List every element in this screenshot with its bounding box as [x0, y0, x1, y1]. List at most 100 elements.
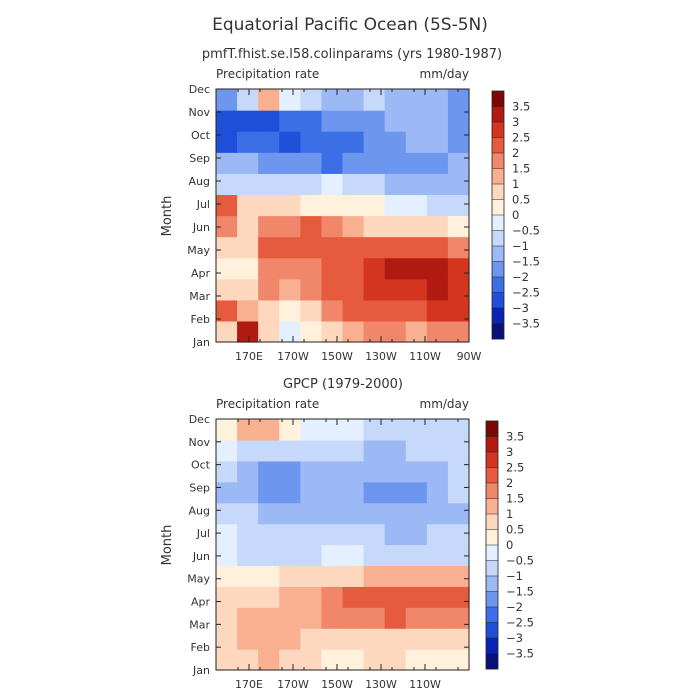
- heatmap-cell: [384, 460, 407, 483]
- heatmap-cell: [258, 299, 280, 322]
- heatmap-cell: [342, 481, 365, 504]
- colorbar-label: 2: [512, 146, 519, 160]
- x-tick-label: 170W: [277, 350, 309, 363]
- y-tick-label: May: [187, 573, 210, 586]
- heatmap-cell: [321, 215, 344, 238]
- heatmap-cell: [426, 194, 449, 217]
- plot-frame: [215, 88, 470, 343]
- heatmap-cell: [300, 278, 323, 301]
- heatmap-cell: [300, 320, 323, 343]
- figure-title: Equatorial Pacific Ocean (5S-5N): [212, 15, 488, 35]
- heatmap-cell: [384, 523, 407, 546]
- y-tick-label: Nov: [189, 106, 211, 119]
- heatmap-cell: [405, 628, 428, 650]
- colorbar-swatch: [492, 277, 504, 293]
- colorbar-swatch: [492, 323, 504, 340]
- heatmap-cell: [279, 278, 301, 301]
- heatmap-cell: [258, 320, 280, 343]
- heatmap-cell: [447, 131, 470, 153]
- heatmap-cell: [426, 502, 449, 525]
- x-tick-label: 130W: [365, 678, 397, 691]
- heatmap-cell: [216, 649, 238, 671]
- y-tick-label: Nov: [189, 436, 211, 449]
- heatmap-cell: [216, 278, 238, 301]
- heatmap-cell: [405, 110, 428, 132]
- heatmap-cell: [384, 236, 407, 259]
- heatmap-cell: [216, 194, 238, 217]
- heatmap-cell: [447, 481, 470, 504]
- colorbar-label: 0.5: [512, 193, 530, 207]
- colorbar-swatch: [486, 545, 498, 561]
- heatmap-cell: [216, 173, 238, 196]
- heatmap-cell: [426, 628, 449, 650]
- heatmap-cell: [216, 439, 238, 462]
- colorbar-swatch: [486, 560, 498, 577]
- heatmap-cell: [279, 586, 301, 608]
- heatmap-cell: [447, 257, 470, 280]
- heatmap-cell: [237, 278, 259, 301]
- heatmap-cell: [363, 236, 386, 259]
- heatmap-cell: [237, 565, 259, 587]
- heatmap-cell: [447, 299, 470, 322]
- heatmap-cells: [216, 89, 470, 343]
- heatmap-cell: [342, 110, 365, 132]
- heatmap-cell: [384, 502, 407, 525]
- heatmap-cell: [384, 278, 407, 301]
- y-tick-label: May: [187, 244, 210, 257]
- heatmap-cell: [405, 565, 428, 587]
- heatmap-cell: [237, 649, 259, 671]
- heatmap-cell: [405, 215, 428, 238]
- heatmap-cell: [405, 460, 428, 483]
- heatmap-cell: [321, 173, 344, 196]
- heatmap-cell: [447, 236, 470, 259]
- heatmap-cell: [258, 278, 280, 301]
- heatmap-cell: [321, 607, 344, 629]
- heatmap-cell: [258, 628, 280, 650]
- heatmap-cell: [426, 278, 449, 301]
- heatmap-cell: [342, 299, 365, 322]
- heatmap-cell: [216, 110, 238, 132]
- heatmap-cell: [216, 419, 238, 441]
- heatmap-cell: [405, 523, 428, 546]
- colorbar-top: 3.53 2.52 1.51 0.50 −0.5−1 −1.5−2 −2.5−3 −3.5: [491, 90, 540, 340]
- heatmap-cell: [363, 131, 386, 153]
- heatmap-cell: [363, 89, 386, 111]
- heatmap-cell: [279, 131, 301, 153]
- heatmap-cell: [237, 257, 259, 280]
- colorbar-swatch: [492, 230, 504, 247]
- heatmap-cell: [279, 481, 301, 504]
- y-tick-label: Dec: [189, 83, 210, 96]
- heatmap-cell: [363, 152, 386, 174]
- heatmap-cell: [405, 194, 428, 217]
- colorbar-label: 1.5: [512, 162, 530, 176]
- y-tick-label: Jun: [192, 221, 210, 234]
- heatmap-cell: [279, 502, 301, 525]
- heatmap-cell: [363, 460, 386, 483]
- heatmap-cell: [384, 131, 407, 153]
- heatmap-cell: [237, 523, 259, 546]
- heatmap-cell: [216, 89, 238, 111]
- heatmap-cell: [447, 320, 470, 343]
- heatmap-cell: [426, 215, 449, 238]
- heatmap-cell: [405, 131, 428, 153]
- y-axis-title: Month: [160, 525, 175, 566]
- heatmap-cell: [321, 439, 344, 462]
- heatmap-cell: [300, 586, 323, 608]
- heatmap-cell: [447, 628, 470, 650]
- heatmap-cell: [300, 299, 323, 322]
- heatmap-cell: [237, 194, 259, 217]
- panel-title: pmfT.fhist.se.l58.colinparams (yrs 1980-…: [202, 47, 502, 62]
- heatmap-cell: [405, 236, 428, 259]
- heatmap-cell: [405, 89, 428, 111]
- heatmap-cell: [447, 439, 470, 462]
- heatmap-cell: [258, 131, 280, 153]
- colorbar-label: 0: [506, 538, 513, 552]
- heatmap-cell: [258, 607, 280, 629]
- heatmap-cell: [279, 299, 301, 322]
- heatmap-cell: [321, 481, 344, 504]
- y-tick-label: Jul: [196, 198, 210, 211]
- heatmap-cell: [447, 586, 470, 608]
- heatmap-cell: [342, 439, 365, 462]
- y-tick-label: Sep: [189, 481, 210, 494]
- heatmap-cell: [321, 419, 344, 441]
